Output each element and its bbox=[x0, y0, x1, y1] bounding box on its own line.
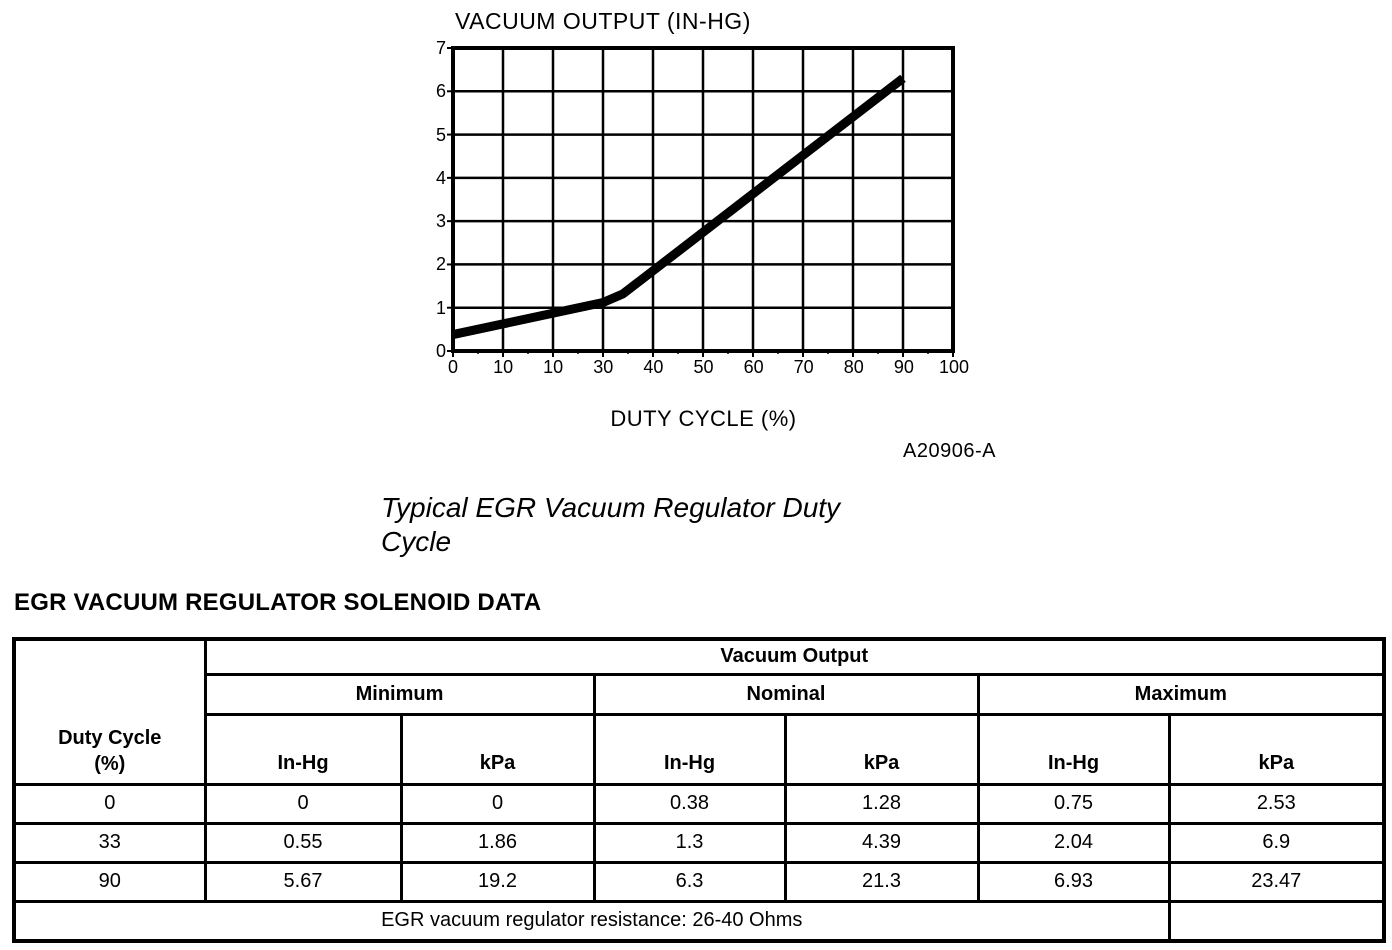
x-tick-label: 80 bbox=[843, 357, 864, 377]
value-cell: 4.39 bbox=[783, 821, 980, 864]
y-tick-label: 0 bbox=[435, 341, 446, 361]
x-tick-label: 0 bbox=[447, 357, 459, 377]
y-tick-label: 2 bbox=[435, 254, 446, 275]
table-row-footer: EGR vacuum regulator resistance: 26-40 O… bbox=[12, 899, 1386, 943]
x-tick-label: 60 bbox=[743, 357, 764, 377]
y-tick-label: 4 bbox=[435, 167, 446, 188]
value-cell: 23.47 bbox=[1167, 860, 1386, 903]
duty-cycle-cell: 90 bbox=[12, 860, 207, 903]
corner-header-line1: Duty Cycle bbox=[58, 726, 162, 749]
y-axis-tick-labels: 0 1 2 3 4 5 6 7 bbox=[412, 38, 446, 361]
x-tick-label: 50 bbox=[693, 357, 714, 377]
x-tick-label: 10 bbox=[543, 357, 564, 377]
header-maximum: Maximum bbox=[976, 672, 1386, 716]
footer-empty-cell bbox=[1167, 899, 1386, 943]
value-cell: 1.3 bbox=[592, 821, 787, 864]
value-cell: 2.04 bbox=[976, 821, 1171, 864]
y-tick-label: 6 bbox=[435, 81, 446, 102]
table-row: 0 0 0 0.38 1.28 0.75 2.53 bbox=[12, 782, 1386, 825]
corner-header-line2: (%) bbox=[94, 752, 126, 775]
header-max-inhg: In-Hg bbox=[976, 712, 1171, 786]
solenoid-data-table: Duty Cycle (%) Vacuum Output Minimum Nom… bbox=[12, 637, 1387, 943]
value-cell: 6.9 bbox=[1167, 821, 1386, 864]
header-nom-kpa: kPa bbox=[783, 712, 980, 786]
chart-title: VACUUM OUTPUT (IN-HG) bbox=[455, 8, 751, 34]
y-tick-label: 7 bbox=[435, 38, 446, 58]
header-minimum: Minimum bbox=[203, 672, 596, 716]
x-axis-tick-labels: 0 10 10 30 40 50 60 70 80 90 100 bbox=[448, 357, 969, 379]
value-cell: 6.93 bbox=[976, 860, 1171, 903]
figure-caption: Typical EGR Vacuum Regulator Duty Cycle bbox=[381, 491, 840, 559]
value-cell: 1.86 bbox=[399, 821, 596, 864]
table-row: 33 0.55 1.86 1.3 4.39 2.04 6.9 bbox=[12, 821, 1386, 864]
figure-caption-line2: Cycle bbox=[381, 526, 452, 557]
value-cell: 0.55 bbox=[203, 821, 403, 864]
duty-cycle-cell: 0 bbox=[12, 782, 207, 825]
y-tick-label: 3 bbox=[435, 211, 446, 232]
value-cell: 0 bbox=[203, 782, 403, 825]
value-cell: 6.3 bbox=[592, 860, 787, 903]
table-heading: EGR VACUUM REGULATOR SOLENOID DATA bbox=[14, 589, 542, 616]
y-tick-label: 1 bbox=[435, 297, 446, 318]
value-cell: 2.53 bbox=[1167, 782, 1386, 825]
corner-header-duty-cycle: Duty Cycle (%) bbox=[12, 637, 207, 786]
x-tick-label: 30 bbox=[593, 357, 614, 377]
value-cell: 5.67 bbox=[203, 860, 403, 903]
header-max-kpa: kPa bbox=[1167, 712, 1386, 786]
table-row-unit-header: In-Hg kPa In-Hg kPa In-Hg kPa bbox=[14, 712, 1386, 786]
x-tick-label: 100 bbox=[938, 357, 970, 377]
duty-cycle-chart bbox=[447, 46, 955, 357]
table-row: 90 5.67 19.2 6.3 21.3 6.93 23.47 bbox=[12, 860, 1386, 903]
x-tick-label: 10 bbox=[493, 357, 514, 377]
y-tick-label: 5 bbox=[435, 124, 446, 145]
duty-cycle-cell: 33 bbox=[12, 821, 207, 864]
value-cell: 0.75 bbox=[976, 782, 1171, 825]
x-tick-label: 70 bbox=[793, 357, 814, 377]
header-vacuum-output: Vacuum Output bbox=[203, 637, 1386, 676]
header-nominal: Nominal bbox=[592, 672, 980, 716]
x-tick-label: 90 bbox=[893, 357, 914, 377]
table-row-subgroup-header: Minimum Nominal Maximum bbox=[14, 672, 1386, 716]
x-axis-label: DUTY CYCLE (%) bbox=[610, 406, 797, 431]
x-tick-label: 40 bbox=[643, 357, 664, 377]
value-cell: 21.3 bbox=[783, 860, 980, 903]
footer-resistance-note: EGR vacuum regulator resistance: 26-40 O… bbox=[12, 899, 1171, 943]
curve-nominal-vacuum-output bbox=[452, 74, 906, 339]
figure-caption-line1: Typical EGR Vacuum Regulator Duty bbox=[381, 492, 841, 523]
value-cell: 1.28 bbox=[783, 782, 980, 825]
value-cell: 0 bbox=[399, 782, 596, 825]
table-row-group-header: Duty Cycle (%) Vacuum Output bbox=[12, 637, 1386, 786]
header-min-inhg: In-Hg bbox=[203, 712, 403, 786]
header-nom-inhg: In-Hg bbox=[592, 712, 787, 786]
plot-frame bbox=[451, 46, 955, 353]
header-min-kpa: kPa bbox=[399, 712, 596, 786]
figure-id: A20906-A bbox=[903, 440, 996, 462]
value-cell: 0.38 bbox=[592, 782, 787, 825]
value-cell: 19.2 bbox=[399, 860, 596, 903]
